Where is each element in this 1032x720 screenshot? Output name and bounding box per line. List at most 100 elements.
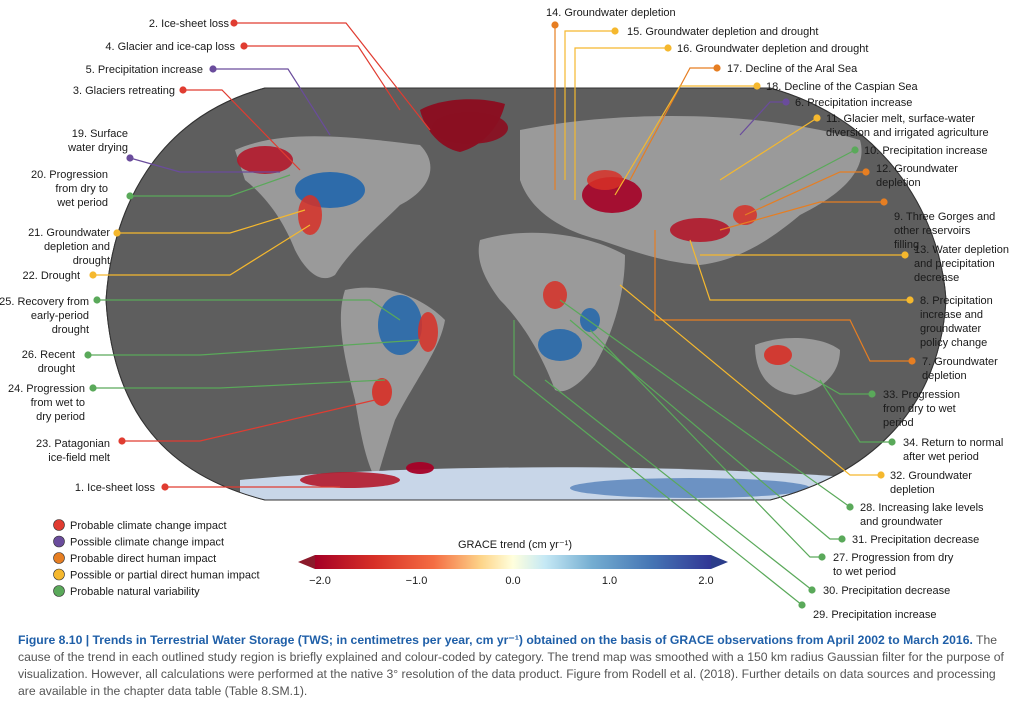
eurasia-land [520, 116, 862, 265]
region-label-23: 23. Patagonian ice-field melt [36, 438, 110, 464]
region-marker-23 [118, 437, 126, 445]
region-label-5: 5. Precipitation increase [86, 64, 203, 76]
region-label-33: 33. Progression from dry to wet period [883, 389, 960, 429]
region-marker-19 [126, 154, 134, 162]
region-marker-24 [89, 384, 97, 392]
legend-label-natural: Probable natural variability [70, 586, 200, 598]
region-marker-32 [877, 471, 885, 479]
region-label-1: 1. Ice-sheet loss [75, 482, 156, 494]
region-label-28: 28. Increasing lake levels and groundwate… [860, 502, 984, 528]
region-marker-4 [240, 42, 248, 50]
legend-label-climate-possible: Possible climate change impact [70, 537, 224, 549]
map-outline [105, 87, 947, 501]
grace-trend-map-figure: 1. Ice-sheet loss 2. Ice-sheet loss 3. Gla… [0, 7, 1009, 621]
legend-swatch-climate-probable [53, 519, 65, 531]
region-label-10: 10. Precipitation increase [864, 145, 988, 157]
region-label-13: 13. Water depletion and precipitation decr… [914, 244, 1009, 284]
colorbar-high-arrow [711, 555, 728, 569]
region-label-29: 29. Precipitation increase [813, 609, 937, 621]
region-marker-30 [808, 586, 816, 594]
legend-swatch-human-direct [53, 552, 65, 564]
region-marker-14 [551, 21, 559, 29]
leader-lines [88, 22, 912, 606]
legend-label-human-direct: Probable direct human impact [70, 553, 216, 565]
region-label-30: 30. Precipitation decrease [823, 585, 950, 597]
legend-swatch-climate-possible [53, 535, 65, 548]
legend-label-human-possible: Possible or partial direct human impact [70, 570, 260, 582]
region-marker-15 [611, 27, 619, 35]
legend-swatch-human-possible [53, 568, 65, 581]
region-marker-29 [798, 601, 806, 609]
region-labels: 1. Ice-sheet loss 2. Ice-sheet loss 3. Gla… [0, 7, 1009, 621]
region-marker-7 [908, 357, 916, 365]
region-marker-12 [862, 168, 870, 176]
region-label-17: 17. Decline of the Aral Sea [727, 63, 858, 75]
region-marker-16 [664, 44, 672, 52]
region-marker-31 [838, 535, 846, 543]
region-label-22: 22. Drought [23, 270, 80, 282]
region-label-9: 9. Three Gorges and other reservoirs filli… [894, 211, 995, 251]
figure-caption: Figure 8.10 | Trends in Terrestrial Wate… [18, 632, 1016, 700]
region-label-14: 14. Groundwater depletion [546, 7, 676, 19]
region-marker-3 [179, 86, 187, 94]
impact-category-legend: Probable climate change impact Possible c… [53, 519, 260, 598]
region-label-12: 12. Groundwater depletion [876, 163, 958, 189]
region-label-19: 19. Surface water drying [67, 128, 128, 154]
region-marker-26 [84, 351, 92, 359]
region-marker-20 [126, 192, 134, 200]
colorbar-title: GRACE trend (cm yr⁻¹) [458, 539, 572, 551]
colorbar-tick-label: 0.0 [505, 575, 520, 587]
region-label-25: 25. Recovery from early-period drought [0, 296, 89, 336]
region-label-2: 2. Ice-sheet loss [149, 18, 230, 30]
region-marker-33 [868, 390, 876, 398]
tws-trend-anomalies [237, 112, 810, 498]
region-label-27: 27. Progression from dry to wet period [833, 552, 954, 578]
legend-label-climate-probable: Probable climate change impact [70, 520, 227, 532]
region-marker-18 [753, 82, 761, 90]
colorbar-low-arrow [298, 555, 315, 569]
grace-trend-colorbar: GRACE trend (cm yr⁻¹) −2.0 −1.0 0.0 1.0 2.0 [298, 539, 728, 587]
colorbar-gradient [315, 555, 711, 569]
region-marker-8 [906, 296, 914, 304]
region-marker-22 [89, 271, 97, 279]
region-marker-13 [901, 251, 909, 259]
region-label-26: 26. Recent drought [22, 349, 75, 375]
region-label-7: 7. Groundwater depletion [922, 356, 998, 382]
colorbar-tick-label: 2.0 [698, 575, 713, 587]
caption-title: Figure 8.10 | Trends in Terrestrial Wate… [18, 633, 973, 647]
africa-land [478, 232, 625, 392]
region-label-24: 24. Progression from wet to dry period [8, 383, 85, 423]
region-label-4: 4. Glacier and ice-cap loss [105, 41, 235, 53]
region-marker-27 [818, 553, 826, 561]
region-label-16: 16. Groundwater depletion and drought [677, 43, 868, 55]
region-marker-9 [880, 198, 888, 206]
region-label-20: 20. Progression from dry to wet period [31, 169, 108, 209]
colorbar-tick-label: −1.0 [406, 575, 428, 587]
region-label-6: 6. Precipitation increase [795, 97, 912, 109]
caption-body: The cause of the trend in each outlined … [18, 633, 1004, 698]
region-marker-34 [888, 438, 896, 446]
region-marker-2 [230, 19, 238, 27]
colorbar-tick-label: 1.0 [602, 575, 617, 587]
region-label-18: 18. Decline of the Caspian Sea [766, 81, 919, 93]
region-label-8: 8. Precipitation increase and groundwater p… [920, 295, 993, 349]
region-marker-25 [93, 296, 101, 304]
world-map [105, 87, 947, 501]
legend-swatch-natural [53, 585, 65, 597]
region-marker-21 [113, 229, 121, 237]
region-marker-28 [846, 503, 854, 511]
region-label-31: 31. Precipitation decrease [852, 534, 979, 546]
region-label-11: 11. Glacier melt, surface-water diversion… [826, 113, 989, 139]
region-label-3: 3. Glaciers retreating [73, 85, 175, 97]
region-marker-5 [209, 65, 217, 73]
colorbar-ticks: −2.0 −1.0 0.0 1.0 2.0 [309, 575, 714, 587]
region-label-15: 15. Groundwater depletion and drought [627, 26, 818, 38]
region-label-21: 21. Groundwater depletion and drought [28, 227, 110, 267]
colorbar-tick-label: −2.0 [309, 575, 331, 587]
region-marker-17 [713, 64, 721, 72]
region-marker-10 [851, 146, 859, 154]
region-label-32: 32. Groundwater depletion [890, 470, 972, 496]
region-marker-1 [161, 483, 169, 491]
region-marker-11 [813, 114, 821, 122]
region-label-34: 34. Return to normal after wet period [903, 437, 1003, 463]
